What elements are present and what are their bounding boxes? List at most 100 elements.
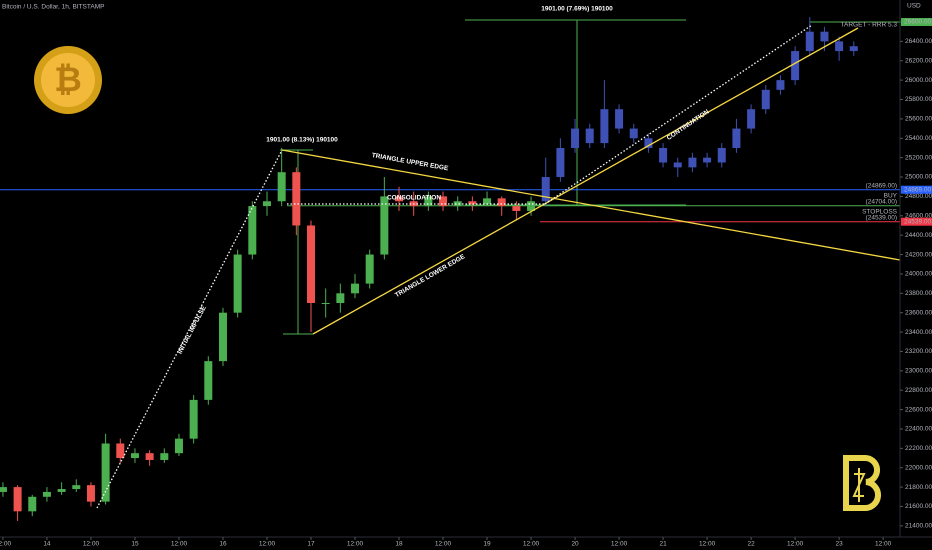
- y-tick-label: 22800.00: [905, 387, 932, 394]
- candle-body: [307, 225, 316, 303]
- y-tick-label: 25000.00: [905, 174, 932, 181]
- chart-title: Bitcoin / U.S. Dollar, 1h, BITSTAMP: [2, 4, 104, 11]
- candle-body: [439, 196, 448, 207]
- candle-body: [145, 453, 154, 460]
- candle-body: [849, 46, 858, 52]
- x-tick-label: 12:00: [0, 541, 11, 548]
- price-tag: [901, 17, 932, 26]
- candle-body: [805, 31, 814, 52]
- candle-body: [541, 177, 550, 202]
- candle-body: [365, 254, 374, 284]
- candle-body: [262, 201, 271, 207]
- y-tick-label: 24800.00: [905, 193, 932, 200]
- candle-body: [688, 157, 697, 168]
- candle-body: [86, 485, 95, 502]
- candle-body: [13, 487, 22, 512]
- x-tick-label: 14: [43, 541, 51, 548]
- candle-body: [659, 147, 668, 163]
- y-tick-label: 21600.00: [905, 503, 932, 510]
- brand-logo: [843, 454, 881, 512]
- candle-body: [556, 147, 565, 178]
- candle-body: [395, 196, 404, 202]
- candle-body: [204, 361, 213, 400]
- continuation-path: [544, 24, 813, 205]
- brand-logo-mark: [852, 468, 866, 502]
- level-name: BUY: [884, 192, 898, 199]
- bitcoin-logo-inner: [41, 53, 95, 107]
- candle-body: [0, 487, 7, 492]
- x-tick-label: 17: [307, 541, 315, 548]
- level-name: TARGET - RRR 5.3: [841, 22, 898, 29]
- candle-body: [57, 489, 66, 492]
- candle-body: [336, 293, 345, 303]
- candle-body: [717, 147, 726, 163]
- candle-body: [820, 31, 829, 42]
- price-tag-label: 24539.00: [904, 218, 931, 225]
- y-tick-label: 22600.00: [905, 406, 932, 413]
- price-tag-label: 24869.00: [904, 186, 931, 193]
- candle-body: [512, 206, 521, 211]
- y-tick-label: 24000.00: [905, 271, 932, 278]
- x-tick-label: 19: [483, 541, 491, 548]
- x-tick-label: 12:00: [875, 541, 892, 548]
- x-tick-label: 12:00: [83, 541, 100, 548]
- candle-body: [673, 162, 682, 168]
- candle-body: [761, 89, 770, 110]
- y-tick-label: 23800.00: [905, 290, 932, 297]
- y-tick-label: 23200.00: [905, 348, 932, 355]
- x-tick-label: 20: [571, 541, 579, 548]
- y-tick-label: 26400.00: [905, 38, 932, 45]
- y-tick-label: 25200.00: [905, 154, 932, 161]
- y-tick-label: 21800.00: [905, 484, 932, 491]
- candle-body: [453, 201, 462, 207]
- price-tag: [901, 185, 932, 194]
- y-tick-label: 26000.00: [905, 77, 932, 84]
- impulse-path: [96, 149, 283, 509]
- candle-body: [835, 41, 844, 52]
- x-tick-label: 21: [659, 541, 667, 548]
- y-tick-label: 24400.00: [905, 232, 932, 239]
- x-tick-label: 12:00: [611, 541, 628, 548]
- x-tick-label: 22: [747, 541, 755, 548]
- x-tick-label: 15: [131, 541, 139, 548]
- y-axis-label: USD: [907, 3, 921, 10]
- candle-body: [424, 196, 433, 207]
- x-tick-label: 12:00: [699, 541, 716, 548]
- bitcoin-symbol: ₿: [54, 61, 82, 99]
- level-label: (24704.00): [866, 198, 897, 205]
- y-tick-label: 25800.00: [905, 96, 932, 103]
- candle-body: [321, 302, 330, 304]
- x-tick-label: 12:00: [347, 541, 364, 548]
- candle-body: [72, 485, 81, 490]
- candle-body: [233, 254, 242, 313]
- candle-body: [28, 496, 37, 512]
- candle-body: [571, 128, 580, 148]
- y-tick-label: 22000.00: [905, 464, 932, 471]
- y-tick-label: 26200.00: [905, 57, 932, 64]
- candle-body: [160, 453, 169, 460]
- x-tick-label: 12:00: [787, 541, 804, 548]
- candle-body: [277, 172, 286, 202]
- candle-body: [292, 172, 301, 226]
- candle-body: [248, 206, 257, 255]
- candle-body: [483, 198, 492, 205]
- x-tick-label: 23: [836, 541, 844, 548]
- candle-body: [42, 491, 51, 497]
- price-axis: [900, 0, 932, 550]
- x-tick-label: 12:00: [435, 541, 452, 548]
- candle-body: [600, 109, 609, 144]
- drawings: ₿ (24869.00) BUY(24704.00) STOPLOSS(24539.…: [0, 19, 900, 335]
- x-tick-label: 12:00: [259, 541, 276, 548]
- candle-body: [615, 109, 624, 129]
- candle-body: [791, 51, 800, 81]
- candle-body: [629, 128, 638, 139]
- brand-logo-shape: [843, 454, 881, 512]
- y-tick-label: 23000.00: [905, 368, 932, 375]
- candle-body: [747, 109, 756, 129]
- x-tick-label: 18: [395, 541, 403, 548]
- y-tick-label: 24200.00: [905, 251, 932, 258]
- y-tick-label: 22200.00: [905, 445, 932, 452]
